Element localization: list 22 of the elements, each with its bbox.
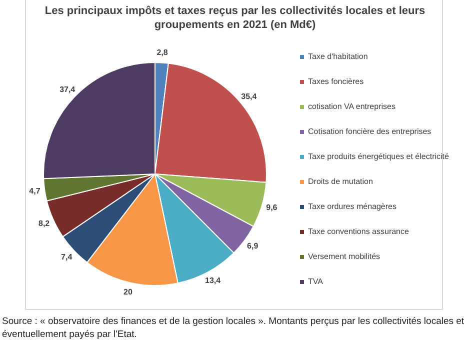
data-label: 37,4 <box>60 85 76 94</box>
legend-label: TVA <box>307 277 324 288</box>
data-label: 6,9 <box>247 242 259 251</box>
data-label: 20 <box>124 288 133 297</box>
legend-label: Versement mobilités <box>307 252 382 263</box>
data-label: 35,4 <box>241 92 258 102</box>
chart-title: Les principaux impôts et taxes reçus par les collectivités locales et leurs groupements en 2021 (en Md€) <box>44 4 426 32</box>
legend-label: Taxes foncières <box>307 77 365 88</box>
legend-label: Taxe d'habitation <box>307 52 369 63</box>
data-label: 8,2 <box>38 218 50 228</box>
data-label: 7,4 <box>61 252 73 262</box>
legend-label: Taxe produits énergétiques et électricité <box>307 152 450 163</box>
data-label: 9,6 <box>266 203 278 212</box>
data-label: 13,4 <box>204 276 222 286</box>
legend-label: Cotisation foncière des entreprises <box>307 127 432 138</box>
data-label: 4,7 <box>29 186 41 196</box>
legend-label: Droits de mutation <box>307 177 374 188</box>
data-label: 2,8 <box>156 48 168 57</box>
source-note: Source : « observatoire des finances et de la gestion locales ». Montants perçus par les collectivités locales et éventuellement payés par l'Etat. <box>2 315 466 341</box>
legend-label: cotisation VA entreprises <box>307 102 396 113</box>
legend-label: Taxe conventions assurance <box>307 227 410 238</box>
legend-label: Taxe ordures ménagères <box>307 202 398 213</box>
